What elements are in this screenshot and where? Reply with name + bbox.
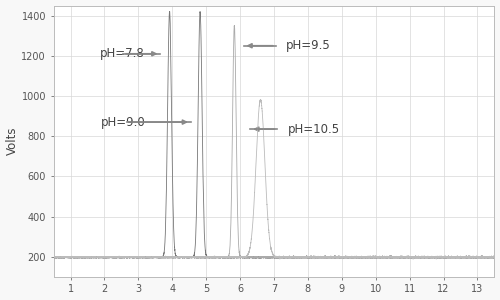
Text: pH=10.5: pH=10.5 bbox=[288, 123, 340, 136]
Y-axis label: Volts: Volts bbox=[6, 127, 18, 155]
Text: pH=7.8: pH=7.8 bbox=[100, 47, 144, 60]
Text: pH=9.5: pH=9.5 bbox=[286, 39, 331, 52]
Text: pH=9.0: pH=9.0 bbox=[101, 116, 146, 129]
